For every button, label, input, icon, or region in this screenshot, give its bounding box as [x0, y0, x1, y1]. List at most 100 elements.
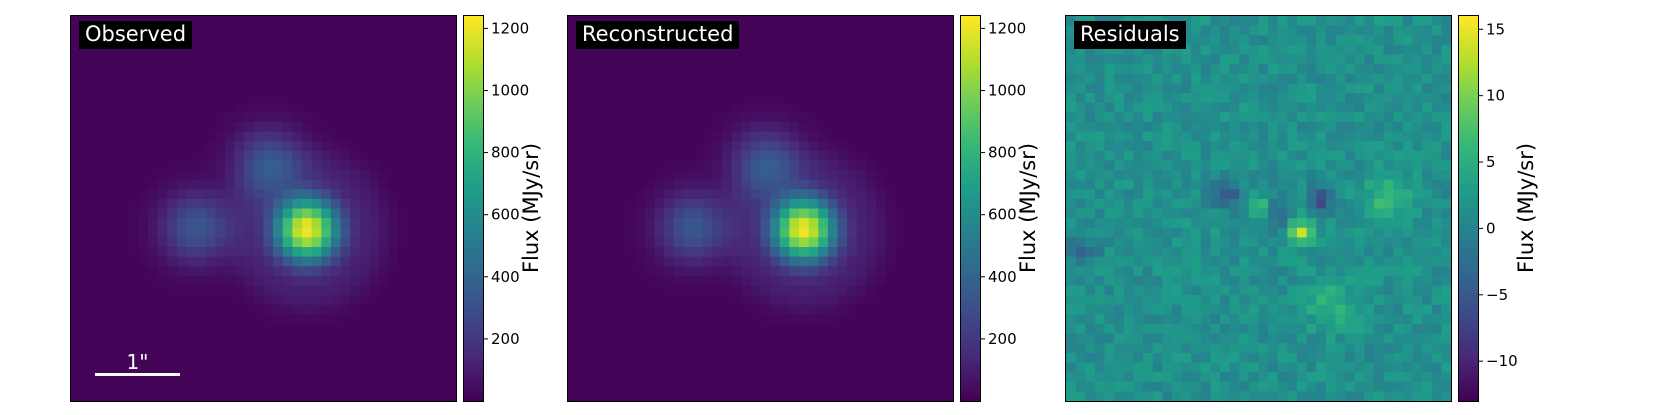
map-pixel: [1094, 64, 1106, 75]
colorbar-segment: [464, 118, 483, 123]
map-pixel: [398, 218, 409, 229]
map-pixel: [1316, 179, 1327, 190]
map-pixel: [80, 266, 91, 277]
map-pixel: [99, 391, 111, 401]
map-pixel: [292, 295, 303, 306]
map-pixel: [596, 256, 608, 267]
map-pixel: [407, 121, 419, 133]
map-pixel: [292, 179, 303, 190]
map-pixel: [1345, 304, 1356, 315]
map-pixel: [693, 381, 704, 392]
map-pixel: [770, 170, 781, 181]
map-pixel: [837, 275, 848, 287]
map-pixel: [596, 247, 608, 258]
map-pixel: [234, 314, 245, 325]
map-pixel: [1412, 256, 1423, 267]
map-pixel: [1229, 227, 1240, 238]
map-pixel: [99, 83, 111, 94]
map-pixel: [779, 141, 790, 152]
map-pixel: [876, 102, 887, 113]
map-pixel: [1402, 218, 1414, 229]
map-pixel: [1143, 352, 1154, 364]
map-pixel: [119, 150, 130, 161]
map-pixel: [340, 25, 351, 36]
map-pixel: [273, 35, 284, 46]
map-pixel: [1297, 324, 1308, 335]
map-pixel: [904, 112, 916, 123]
map-pixel: [157, 362, 168, 373]
map-pixel: [625, 83, 636, 94]
map-pixel: [1152, 227, 1163, 238]
map-pixel: [702, 362, 713, 373]
map-pixel: [654, 218, 665, 229]
map-pixel: [1345, 285, 1356, 296]
map-pixel: [1210, 352, 1221, 364]
map-pixel: [1364, 304, 1375, 315]
map-pixel: [1345, 208, 1356, 219]
map-pixel: [350, 83, 361, 94]
colorbar-segment: [961, 263, 980, 267]
map-pixel: [302, 285, 313, 296]
map-pixel: [196, 25, 207, 36]
map-pixel: [71, 343, 82, 354]
map-pixel: [176, 64, 188, 75]
map-pixel: [292, 314, 303, 325]
map-pixel: [350, 362, 361, 373]
map-pixel: [808, 102, 819, 113]
map-pixel: [1316, 141, 1327, 152]
map-pixel: [741, 237, 752, 248]
map-pixel: [253, 256, 265, 267]
map-pixel: [350, 44, 361, 56]
map-pixel: [138, 121, 149, 133]
map-pixel: [808, 381, 819, 392]
map-pixel: [847, 141, 858, 152]
map-pixel: [1383, 131, 1394, 142]
map-pixel: [693, 275, 704, 287]
colorbar-segment: [464, 240, 483, 245]
map-pixel: [1316, 247, 1327, 258]
map-pixel: [379, 266, 390, 277]
map-pixel: [1066, 362, 1077, 373]
map-pixel: [712, 208, 723, 219]
map-pixel: [1133, 189, 1144, 200]
map-pixel: [1143, 285, 1154, 296]
map-pixel: [225, 35, 236, 46]
map-pixel: [196, 35, 207, 46]
map-pixel: [138, 112, 149, 123]
map-pixel: [1335, 83, 1346, 94]
map-pixel: [924, 189, 935, 200]
map-pixel: [321, 64, 332, 75]
map-pixel: [760, 324, 771, 335]
map-pixel: [128, 112, 139, 123]
map-pixel: [1402, 208, 1414, 219]
map-pixel: [1152, 131, 1163, 142]
map-pixel: [731, 83, 742, 94]
colorbar-segment: [464, 317, 483, 322]
map-pixel: [1412, 160, 1423, 171]
map-pixel: [379, 198, 390, 210]
map-pixel: [398, 237, 409, 248]
map-pixel: [417, 35, 428, 46]
map-pixel: [616, 83, 627, 94]
colorbar-segment: [464, 368, 483, 373]
map-pixel: [1075, 44, 1086, 56]
map-pixel: [282, 160, 293, 171]
map-pixel: [1133, 352, 1144, 364]
map-pixel: [1383, 314, 1394, 325]
map-pixel: [446, 102, 456, 113]
map-pixel: [379, 16, 390, 27]
map-pixel: [138, 333, 149, 344]
map-pixel: [702, 314, 713, 325]
map-pixel: [71, 121, 82, 133]
map-pixel: [1422, 333, 1433, 344]
map-pixel: [933, 381, 944, 392]
map-pixel: [119, 314, 130, 325]
colorbar-segment: [464, 60, 483, 65]
map-pixel: [1258, 160, 1269, 171]
map-pixel: [606, 314, 617, 325]
map-pixel: [1239, 333, 1250, 344]
map-pixel: [1229, 198, 1240, 210]
colorbar-segment: [464, 250, 483, 255]
map-pixel: [1297, 208, 1308, 219]
map-pixel: [1220, 227, 1231, 238]
